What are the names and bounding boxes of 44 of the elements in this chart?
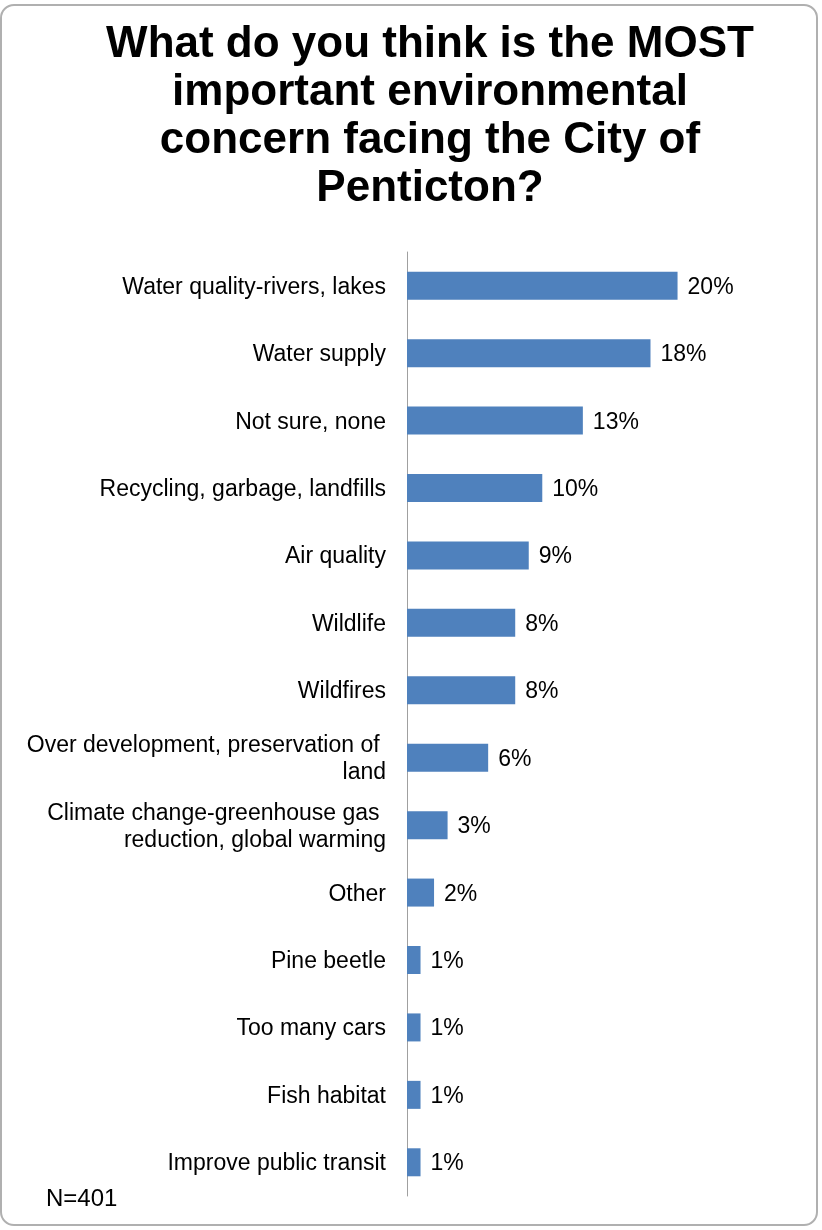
y-tick-label: Other [328,879,387,906]
data-label: 1% [430,1081,464,1108]
bar [407,406,583,435]
data-label: 3% [457,812,491,839]
y-tick-label: Air quality [285,542,387,569]
y-tick-label: Water supply [252,340,387,367]
bar [407,1080,421,1109]
data-label: 1% [430,1149,464,1176]
y-tick-label: Pine beetle [270,947,386,973]
data-label: 6% [498,744,532,771]
data-label: 8% [525,609,559,636]
y-tick-label: Fish habitat [267,1081,387,1108]
text: N=401 [46,1184,118,1212]
y-tick-label: Over development, preservation of land [26,731,386,785]
y-tick-label: Too many cars [236,1014,386,1041]
data-label: 8% [525,677,559,704]
bar [407,541,529,570]
bar [407,743,489,772]
bar [407,1148,421,1177]
data-label: 10% [552,475,599,501]
data-label: 18% [660,340,707,367]
y-tick-label: Recycling, garbage, landfills [99,475,386,501]
bar [407,339,651,368]
data-label: 13% [592,407,639,434]
data-label: 2% [444,879,478,906]
bar [407,811,448,840]
bar [407,878,435,907]
y-tick-label: Not sure, none [235,407,386,434]
data-label: 20% [687,272,734,299]
data-label: 9% [538,542,572,569]
y-tick-label: Water quality-rivers, lakes [122,272,386,299]
chart-title: What do you think is the MOST important environmental concern facing the City of Penticton? [105,17,755,210]
y-tick-label: Wildlife [311,609,386,636]
bar [407,608,516,637]
data-label: 1% [430,947,464,973]
y-tick-label: Improve public transit [167,1149,387,1176]
bar [407,474,543,502]
bar [407,271,678,300]
bar [407,946,421,974]
bar [407,1013,421,1042]
data-label: 1% [430,1014,464,1041]
y-tick-label: Climate change-greenhouse gas reduction, global warming [47,798,386,852]
y-tick-label: Wildfires [297,677,386,704]
bar [407,676,516,705]
